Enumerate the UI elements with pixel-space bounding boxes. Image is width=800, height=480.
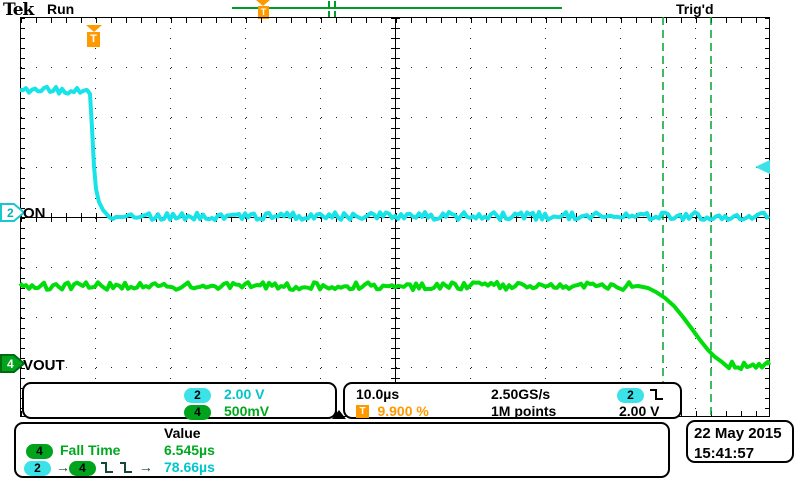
ch4-scale: 500mV (224, 403, 270, 419)
measurement-value: 78.66µs (164, 459, 215, 475)
graticule (20, 17, 770, 417)
channel-readout-box[interactable]: 2 2.00 V 4 500mV (22, 382, 337, 420)
measurement-box[interactable]: Value 4 Fall Time 6.545µs 2 → 4 → 78.66µ… (14, 422, 670, 478)
trigger-arrow-icon (256, 0, 270, 6)
expansion-point-marker (328, 1, 330, 18)
measurement-name: Fall Time (60, 442, 121, 458)
record-length-readout: 1M points (491, 403, 557, 419)
falling-edge-icon (101, 462, 113, 474)
falling-edge-icon (120, 462, 133, 474)
time-readout: 15:41:57 (694, 445, 755, 462)
record-trigger-position-icon[interactable]: T (256, 0, 270, 19)
trigger-t-icon: T (356, 405, 369, 419)
arrow-icon: → (138, 459, 153, 475)
delay-to-badge: 4 (69, 461, 96, 476)
horizontal-trigger-readout-box[interactable]: 10.0µs 2.50GS/s 2 T 9.900 % 1M points 2.… (343, 382, 682, 419)
timebase-readout: 10.0µs (356, 386, 400, 402)
measurement-value-header: Value (164, 425, 201, 441)
ch2-position-marker[interactable]: 2 (0, 203, 26, 223)
box-divider-notch (332, 410, 346, 419)
delay-from-badge: 2 (24, 461, 51, 476)
trigger-t-icon: T (87, 32, 100, 47)
center-axis-ticks (391, 18, 400, 416)
record-view-bar (232, 7, 562, 9)
trigger-position-readout: 9.900 % (377, 403, 429, 419)
ch4-badge: 4 (184, 405, 211, 420)
trigger-level-readout: 2.00 V (619, 403, 660, 419)
falling-edge-icon (650, 389, 664, 401)
arrow-icon: → (56, 459, 70, 475)
ch2-marker-number: 2 (7, 206, 14, 220)
sample-rate-readout: 2.50GS/s (491, 386, 551, 402)
expansion-point-marker (334, 1, 336, 18)
acquisition-status: Run (47, 1, 75, 17)
measurement-source-badge: 4 (26, 444, 53, 459)
date-readout: 22 May 2015 (694, 425, 782, 442)
right-edge-ticks (765, 18, 769, 416)
ch4-waveform-label: VOUT (23, 357, 65, 374)
trigger-arrow-icon (86, 25, 102, 32)
ch4-marker-number: 4 (7, 357, 14, 371)
datetime-box: 22 May 2015 15:41:57 (686, 420, 794, 463)
ch2-badge: 2 (184, 388, 211, 403)
ch2-waveform-label: ON (23, 205, 46, 222)
trigger-level-arrow-icon[interactable] (755, 160, 770, 174)
tek-logo: Tek (3, 0, 34, 20)
ch2-scale: 2.00 V (224, 386, 265, 402)
measurement-value: 6.545µs (164, 442, 215, 458)
trigger-t-icon: T (258, 6, 269, 19)
trigger-source-badge: 2 (617, 388, 644, 403)
trigger-position-marker[interactable]: T (86, 25, 102, 47)
trigger-status: Trig'd (676, 1, 714, 17)
